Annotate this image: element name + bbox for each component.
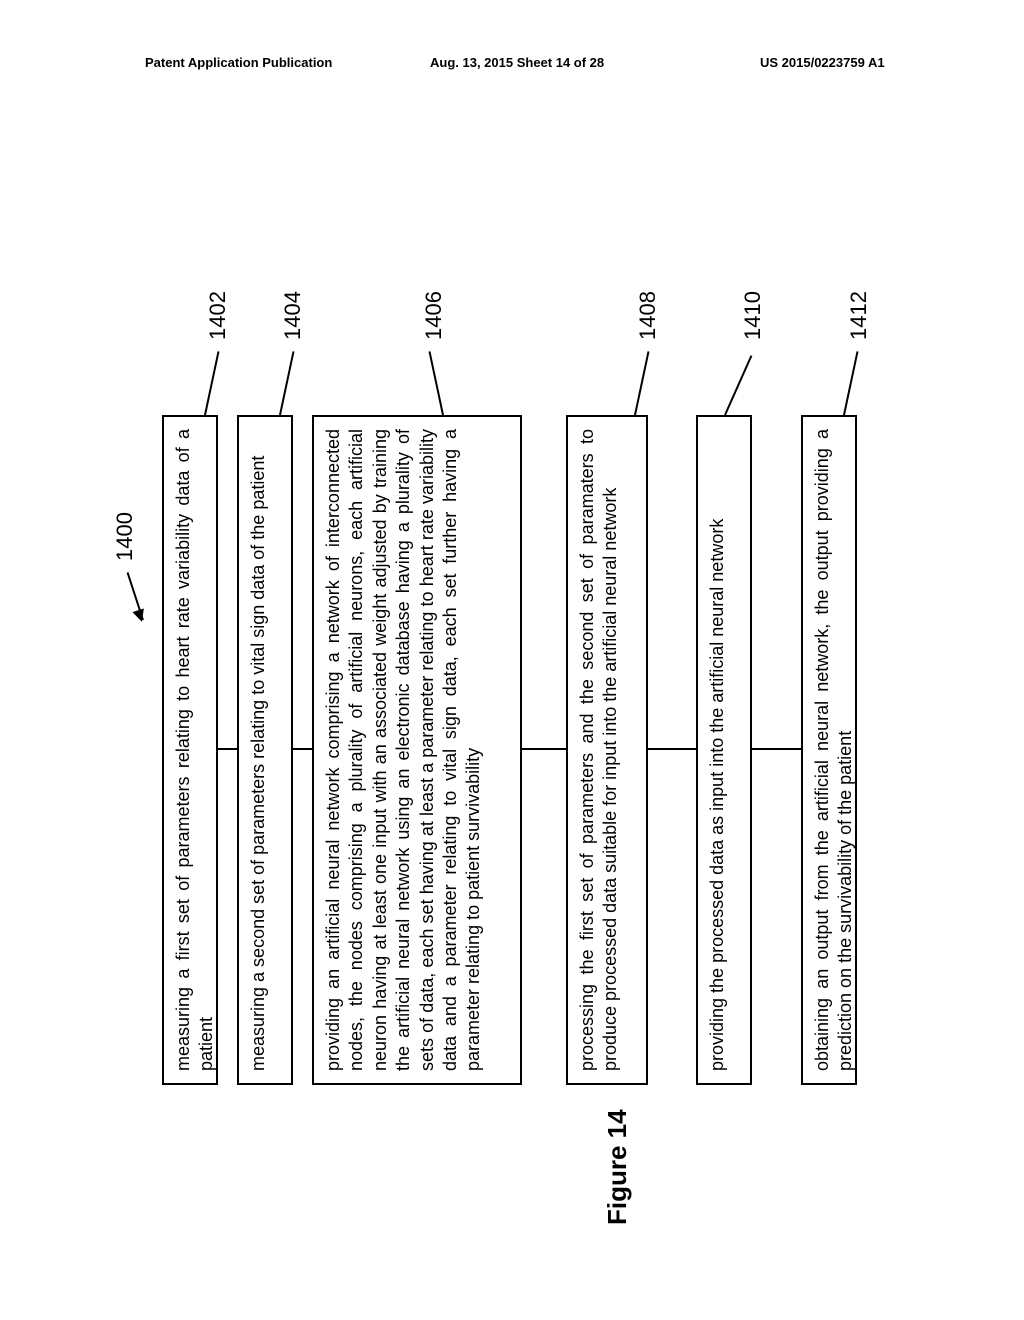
reference-number-1412: 1412 <box>846 291 872 340</box>
reference-line <box>724 355 752 415</box>
connector-line <box>648 748 696 750</box>
connector-line <box>293 748 312 750</box>
header-date-sheet: Aug. 13, 2015 Sheet 14 of 28 <box>430 55 604 70</box>
figure-container: Figure 14 1400 measuring a first set of … <box>132 160 892 1160</box>
reference-line <box>204 351 219 415</box>
flowchart-step-1412: obtaining an output from the artificial … <box>801 415 857 1085</box>
connector-line <box>522 748 566 750</box>
connector-line <box>218 748 237 750</box>
connector-line <box>752 748 801 750</box>
figure-label: Figure 14 <box>602 1109 633 1225</box>
header-publication: Patent Application Publication <box>145 55 332 70</box>
reference-number-1404: 1404 <box>280 291 306 340</box>
flowchart-step-1408: processing the first set of parameters a… <box>566 415 648 1085</box>
flowchart-step-1404: measuring a second set of parameters rel… <box>237 415 293 1085</box>
flowchart-step-1410: providing the processed data as input in… <box>696 415 752 1085</box>
reference-line <box>429 351 444 415</box>
reference-number-1402: 1402 <box>205 291 231 340</box>
flowchart-step-1406: providing an artificial neural network c… <box>312 415 522 1085</box>
reference-number-1406: 1406 <box>421 291 447 340</box>
reference-number-1408: 1408 <box>635 291 661 340</box>
reference-line <box>634 351 649 415</box>
flowchart-step-1402: measuring a first set of parameters rela… <box>162 415 218 1085</box>
reference-line <box>279 351 294 415</box>
reference-1400: 1400 <box>112 512 138 561</box>
header-patent-number: US 2015/0223759 A1 <box>760 55 885 70</box>
reference-number-1410: 1410 <box>740 291 766 340</box>
reference-line <box>843 351 858 415</box>
